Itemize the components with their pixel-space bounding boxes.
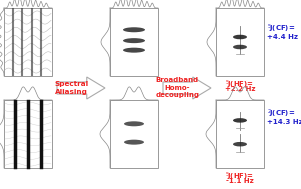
- Bar: [4, 100, 52, 168]
- Ellipse shape: [124, 140, 144, 145]
- Ellipse shape: [123, 38, 145, 43]
- Text: -1.1 Hz: -1.1 Hz: [226, 178, 254, 184]
- Ellipse shape: [124, 121, 144, 126]
- Ellipse shape: [123, 27, 145, 32]
- Text: +2.2 Hz: +2.2 Hz: [225, 86, 255, 92]
- Ellipse shape: [233, 45, 247, 49]
- Text: $^5\!$J(CF)=: $^5\!$J(CF)=: [267, 22, 295, 35]
- Ellipse shape: [233, 142, 247, 146]
- Ellipse shape: [233, 35, 247, 39]
- Polygon shape: [57, 77, 105, 99]
- Bar: [110, 100, 158, 168]
- Bar: [216, 100, 264, 168]
- Text: Broadband
Homo-
decoupling: Broadband Homo- decoupling: [155, 77, 199, 98]
- Bar: [110, 8, 158, 76]
- Polygon shape: [163, 77, 211, 99]
- Text: $^5\!$J(HF)=: $^5\!$J(HF)=: [225, 79, 255, 91]
- Text: +4.4 Hz: +4.4 Hz: [267, 34, 298, 40]
- Text: $^2\!$J(CF)=: $^2\!$J(CF)=: [267, 108, 295, 120]
- Text: +14.3 Hz: +14.3 Hz: [267, 119, 301, 125]
- Bar: [216, 8, 264, 76]
- Ellipse shape: [233, 118, 247, 123]
- Text: $^5\!$J(HF)=: $^5\!$J(HF)=: [225, 171, 255, 183]
- Ellipse shape: [123, 48, 145, 53]
- Bar: [4, 8, 52, 76]
- Text: Spectral
Aliasing: Spectral Aliasing: [54, 81, 88, 95]
